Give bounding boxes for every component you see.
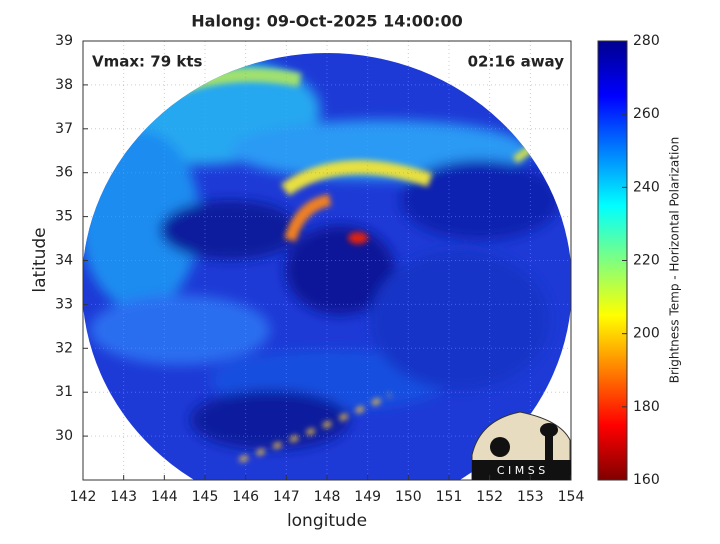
y-tick-label: 36 [55,165,73,181]
colorbar-tick-label: 200 [633,326,660,342]
x-tick-label: 147 [273,489,300,505]
x-tick-label: 146 [232,489,259,505]
y-axis-label: latitude [30,227,50,292]
chart-title: Halong: 09-Oct-2025 14:00:00 [191,12,462,31]
x-tick-label: 144 [151,489,178,505]
y-tick-label: 37 [55,121,73,137]
x-tick-label: 151 [436,489,463,505]
x-tick-label: 152 [476,489,503,505]
colorbar-tick-label: 240 [633,179,660,195]
cimss-logo: C I M S S [471,411,571,481]
x-tick-label: 150 [395,489,422,505]
logo-text: C I M S S [497,464,545,477]
x-tick-label: 154 [558,489,585,505]
y-tick-label: 33 [55,296,73,312]
colorbar-tick-label: 220 [633,253,660,269]
colorbar-tick-label: 160 [633,472,660,488]
annotation: 02:16 away [468,53,565,71]
annotation: Vmax: 79 kts [92,53,202,71]
x-tick-label: 148 [314,489,341,505]
y-tick-label: 38 [55,77,73,93]
y-tick-label: 35 [55,209,73,225]
colorbar-tick-label: 180 [633,399,660,415]
y-tick-label: 31 [55,384,73,400]
y-tick-label: 30 [55,428,73,444]
colorbar-tick-label: 260 [633,106,660,122]
x-tick-label: 153 [517,489,544,505]
y-tick-label: 39 [55,33,73,49]
y-tick-label: 32 [55,340,73,356]
y-tick-label: 34 [55,253,73,269]
colorbar-tick-label: 280 [633,33,660,49]
x-tick-label: 145 [192,489,219,505]
x-axis-label: longitude [287,511,367,531]
colorbar-label: Brightness Temp - Horizontal Polarizatio… [668,137,682,384]
x-tick-label: 142 [70,489,97,505]
x-tick-label: 149 [354,489,381,505]
x-tick-label: 143 [110,489,137,505]
